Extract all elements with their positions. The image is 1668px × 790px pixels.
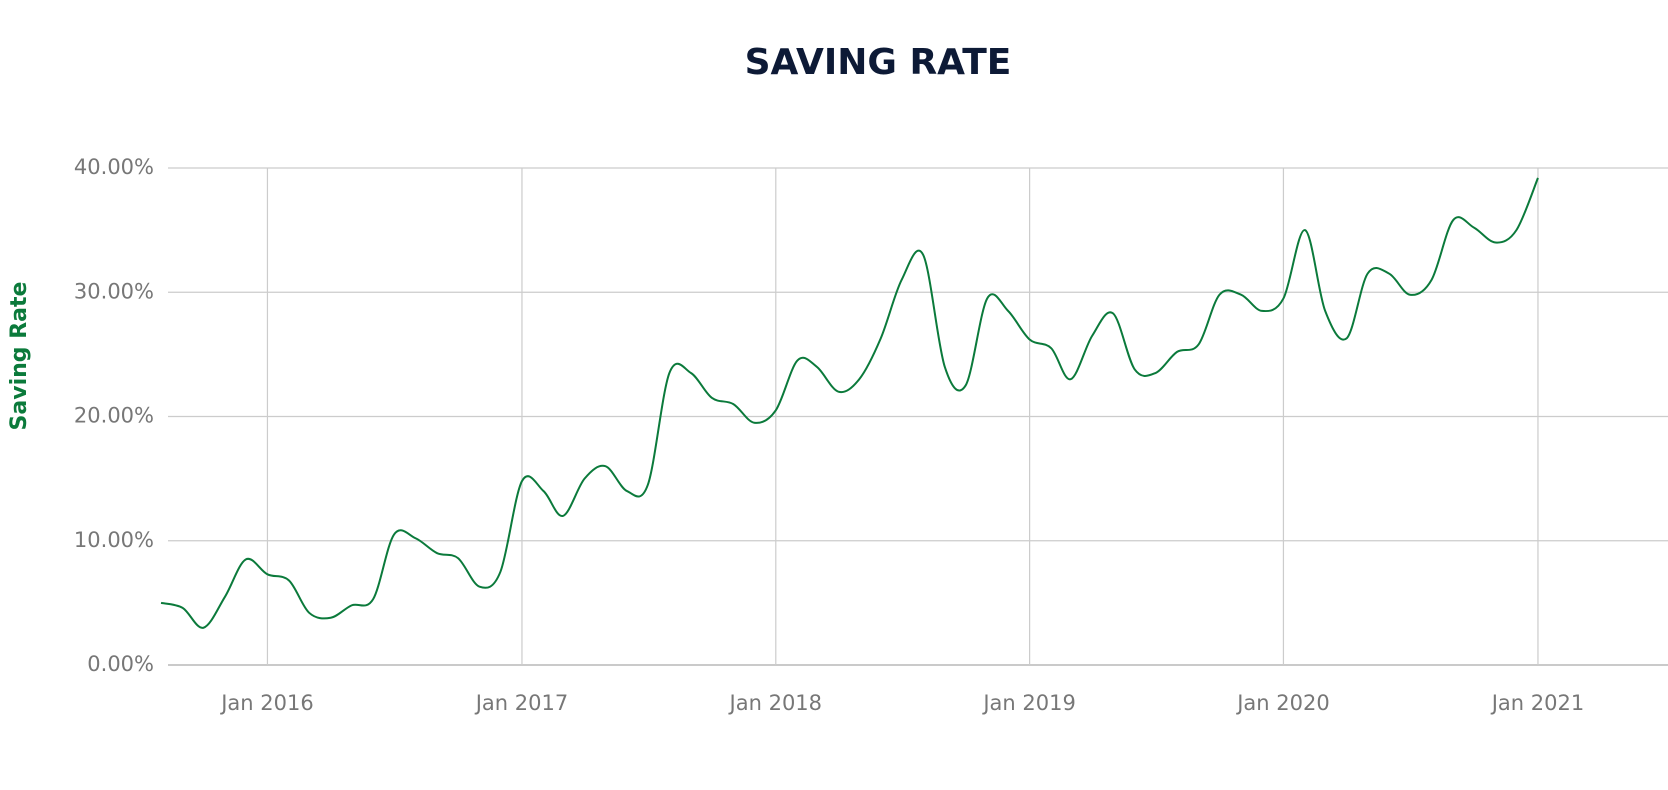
x-tick-label: Jan 2017 [474,691,569,715]
x-tick-label: Jan 2021 [1490,691,1585,715]
x-tick-label: Jan 2020 [1235,691,1330,715]
y-tick-label: 20.00% [74,404,154,428]
y-axis-label: Saving Rate [7,282,32,431]
y-tick-label: 0.00% [87,652,154,676]
x-tick-label: Jan 2019 [981,691,1076,715]
y-tick-label: 40.00% [74,155,154,179]
y-tick-label: 30.00% [74,279,154,303]
x-tick-label: Jan 2016 [219,691,314,715]
y-tick-label: 10.00% [74,528,154,552]
chart-title: SAVING RATE [745,42,1012,83]
x-tick-label: Jan 2018 [728,691,823,715]
line [160,177,1539,629]
